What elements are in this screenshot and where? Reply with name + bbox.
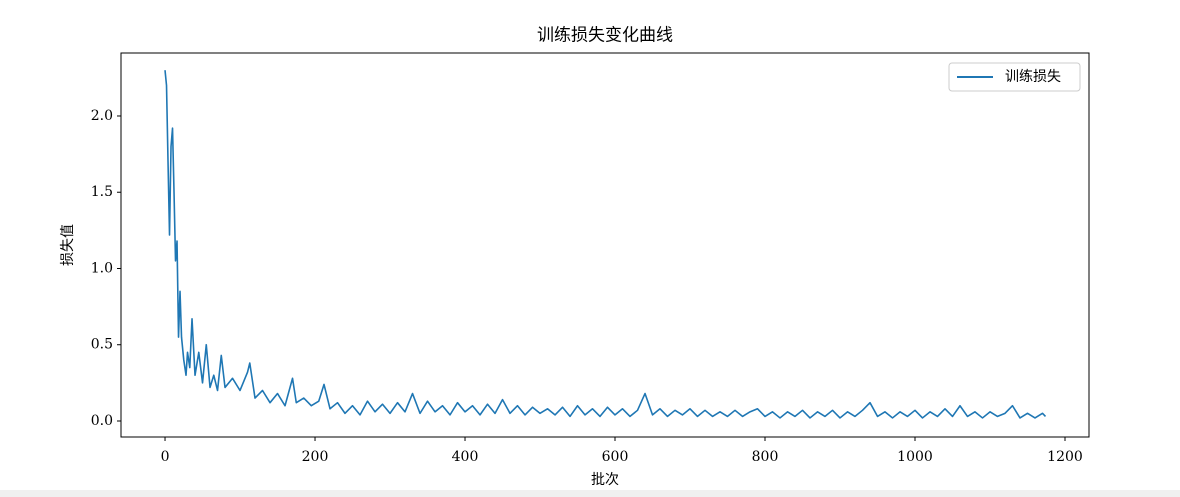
x-tick-label: 0 [161, 449, 170, 465]
y-tick-label: 2.0 [91, 108, 113, 124]
x-tick-label: 1200 [1047, 449, 1083, 465]
loss-line [164, 70, 1047, 419]
legend-box [948, 62, 1081, 92]
chart-title: 训练损失变化曲线 [537, 26, 673, 46]
x-tick-label: 800 [752, 449, 779, 465]
x-tick-label: 600 [602, 449, 629, 465]
y-tick-label: 0.0 [91, 413, 113, 429]
y-axis-label: 损失值 [60, 224, 76, 266]
x-axis-label: 批次 [591, 472, 619, 488]
x-tick-label: 1000 [897, 449, 933, 465]
y-tick-label: 1.5 [91, 184, 113, 200]
x-tick-label: 400 [452, 449, 479, 465]
window-bottom-bar [0, 490, 1180, 497]
legend-label: 训练损失 [1005, 69, 1061, 85]
y-tick-label: 0.5 [91, 337, 113, 353]
plot-frame [120, 52, 1090, 438]
y-tick-label: 1.0 [91, 260, 113, 276]
x-tick-label: 200 [302, 449, 329, 465]
